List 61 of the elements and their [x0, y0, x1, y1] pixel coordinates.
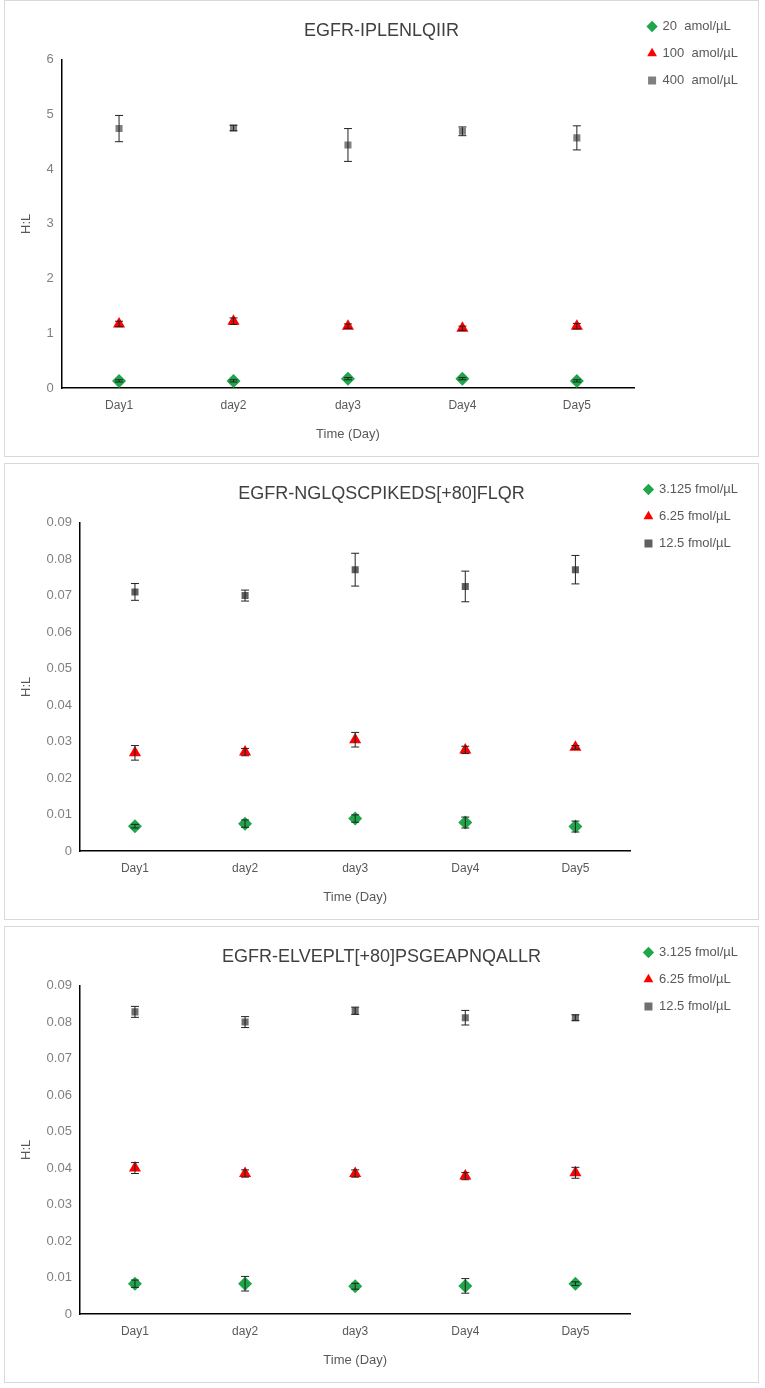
x-axis-title: Time (Day) [316, 425, 380, 441]
x-tick-label: day3 [342, 1323, 369, 1338]
y-axis-title: H:L [18, 1139, 34, 1160]
x-tick-label: Day4 [451, 1323, 480, 1338]
y-axis-title: H:L [18, 676, 34, 697]
y-tick-label: 0.09 [46, 977, 72, 993]
y-tick-label: 0.01 [46, 806, 72, 822]
x-tick-label: day2 [232, 860, 259, 875]
y-tick-label: 4 [46, 160, 54, 176]
point [348, 1279, 363, 1294]
y-tick-label: 0 [64, 1305, 72, 1321]
y-tick-label: 0 [64, 842, 72, 858]
y-tick-label: 2 [46, 270, 54, 286]
y-tick-label: 0.07 [46, 587, 72, 603]
x-axis-title: Time (Day) [323, 888, 388, 904]
x-tick-label: Day5 [561, 860, 590, 875]
legend-label: 20 amol/µL [662, 18, 731, 34]
x-tick-label: day2 [232, 1323, 259, 1338]
y-tick-label: 0.04 [46, 696, 72, 712]
y-tick-label: 0.03 [46, 733, 72, 749]
y-tick-label: 0.02 [46, 1232, 72, 1248]
y-tick-label: 0.08 [46, 550, 72, 566]
y-tick-label: 1 [46, 324, 54, 340]
legend-label: 6.25 fmol/µL [658, 971, 731, 987]
y-tick-label: 3 [46, 215, 54, 231]
chart-title: EGFR-IPLENLQIIR [303, 19, 460, 40]
legend-label: 12.5 fmol/µL [658, 998, 731, 1014]
y-tick-label: 6 [46, 51, 54, 67]
y-tick-label: 0.05 [46, 660, 72, 676]
x-tick-label: Day4 [451, 860, 480, 875]
y-tick-label: 0.06 [46, 1086, 72, 1102]
y-tick-label: 0.03 [46, 1196, 72, 1212]
y-tick-label: 0.07 [46, 1050, 72, 1066]
y-tick-label: 0.09 [46, 514, 72, 530]
y-tick-label: 0.01 [46, 1269, 72, 1285]
x-tick-label: Day5 [561, 1323, 590, 1338]
x-tick-label: day3 [342, 860, 369, 875]
x-tick-label: Day1 [120, 1323, 150, 1338]
x-axis-title: Time (Day) [323, 1351, 388, 1367]
chart-title: EGFR-ELVEPLT[+80]PSGEAPNQALLR [222, 945, 541, 966]
chart-title: EGFR-NGLQSCPIKEDS[+80]FLQR [238, 482, 525, 503]
y-tick-label: 0.05 [46, 1123, 72, 1139]
y-tick-label: 0.02 [46, 769, 72, 785]
legend-label: 400 amol/µL [662, 72, 739, 88]
x-tick-label: day3 [334, 397, 362, 412]
y-tick-label: 0 [46, 379, 54, 395]
legend-label: 100 amol/µL [662, 45, 739, 61]
y-tick-label: 0.06 [46, 623, 72, 639]
y-tick-label: 0.08 [46, 1013, 72, 1029]
x-tick-label: Day1 [120, 860, 150, 875]
legend-label: 6.25 fmol/µL [658, 508, 731, 524]
y-axis-title: H:L [18, 213, 34, 234]
x-tick-label: Day5 [562, 397, 592, 412]
x-tick-label: Day1 [105, 397, 134, 412]
x-tick-label: Day4 [448, 397, 477, 412]
legend-label: 3.125 fmol/µL [658, 481, 739, 497]
legend-label: 12.5 fmol/µL [658, 535, 731, 551]
legend-label: 3.125 fmol/µL [658, 944, 739, 960]
y-tick-label: 5 [46, 105, 54, 121]
x-tick-label: day2 [220, 397, 247, 412]
y-tick-label: 0.04 [46, 1159, 72, 1175]
